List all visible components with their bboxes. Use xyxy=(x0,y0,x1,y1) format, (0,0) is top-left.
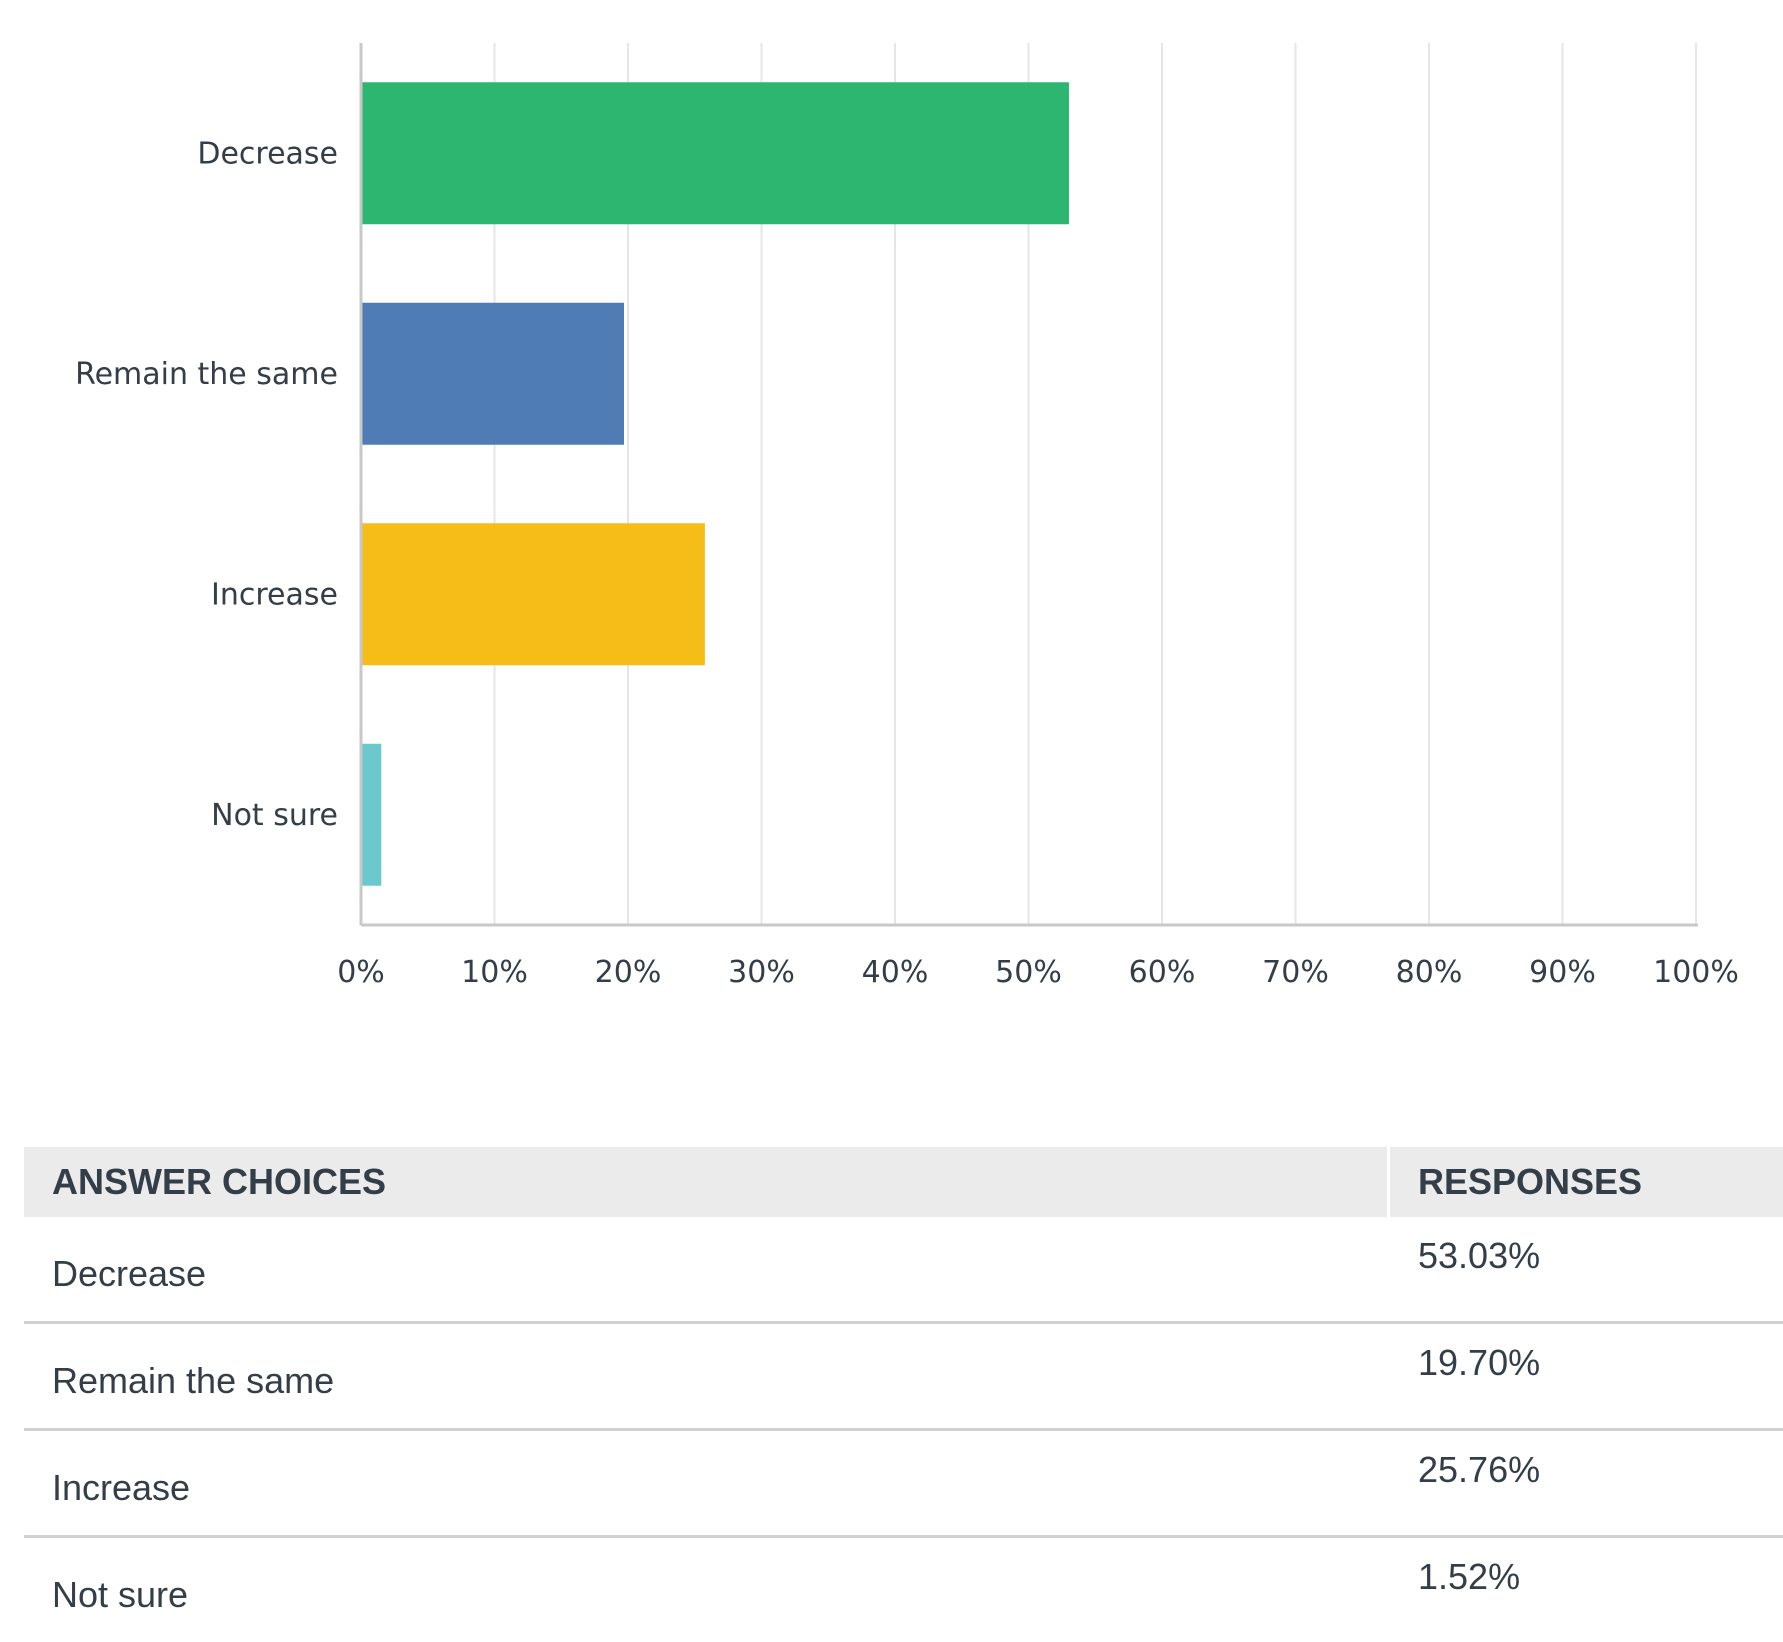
bar xyxy=(361,523,705,665)
x-tick-label: 0% xyxy=(337,955,385,990)
answer-choice: Not sure xyxy=(24,1537,1389,1642)
x-tick-label: 30% xyxy=(728,955,795,990)
x-tick-label: 50% xyxy=(995,955,1062,990)
table-row: Decrease 53.03% xyxy=(24,1217,1783,1323)
x-tick-label: 10% xyxy=(461,955,528,990)
x-tick-label: 40% xyxy=(862,955,929,990)
x-tick-labels: 0% 10% 20% 30% 40% 50% 60% 70% 80% 90% 100% xyxy=(337,955,1739,990)
bar-chart: 0% 10% 20% 30% 40% 50% 60% 70% 80% 90% 100% Decrea… xyxy=(0,0,1783,1020)
header-answer-choices: ANSWER CHOICES xyxy=(24,1147,1389,1217)
x-tick-label: 70% xyxy=(1262,955,1329,990)
header-responses: RESPONSES xyxy=(1389,1147,1783,1217)
bars xyxy=(361,82,1069,886)
responses-table: ANSWER CHOICES RESPONSES Decrease 53.03%… xyxy=(24,1147,1783,1642)
category-label: Increase xyxy=(211,577,338,612)
response-value: 19.70% xyxy=(1389,1323,1783,1430)
category-labels: Decrease Remain the same Increase Not sure xyxy=(75,136,338,833)
answer-choice: Remain the same xyxy=(24,1323,1389,1430)
x-tick-label: 60% xyxy=(1129,955,1196,990)
x-tick-label: 100% xyxy=(1653,955,1739,990)
category-label: Not sure xyxy=(211,798,338,833)
answer-choice: Decrease xyxy=(24,1217,1389,1323)
response-value: 53.03% xyxy=(1389,1217,1783,1323)
table-row: Increase 25.76% xyxy=(24,1430,1783,1537)
response-value: 25.76% xyxy=(1389,1430,1783,1537)
response-value: 1.52% xyxy=(1389,1537,1783,1642)
table-row: Not sure 1.52% xyxy=(24,1537,1783,1642)
x-tick-label: 80% xyxy=(1396,955,1463,990)
bar xyxy=(361,82,1069,224)
x-tick-label: 20% xyxy=(595,955,662,990)
bar xyxy=(361,303,624,445)
answer-choice: Increase xyxy=(24,1430,1389,1537)
table-header-row: ANSWER CHOICES RESPONSES xyxy=(24,1147,1783,1217)
table-row: Remain the same 19.70% xyxy=(24,1323,1783,1430)
bar xyxy=(361,744,381,886)
category-label: Remain the same xyxy=(75,357,338,392)
x-tick-label: 90% xyxy=(1529,955,1596,990)
category-label: Decrease xyxy=(197,136,338,171)
